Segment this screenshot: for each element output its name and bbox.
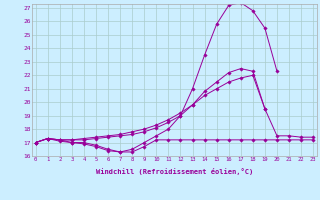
X-axis label: Windchill (Refroidissement éolien,°C): Windchill (Refroidissement éolien,°C) [96, 168, 253, 175]
